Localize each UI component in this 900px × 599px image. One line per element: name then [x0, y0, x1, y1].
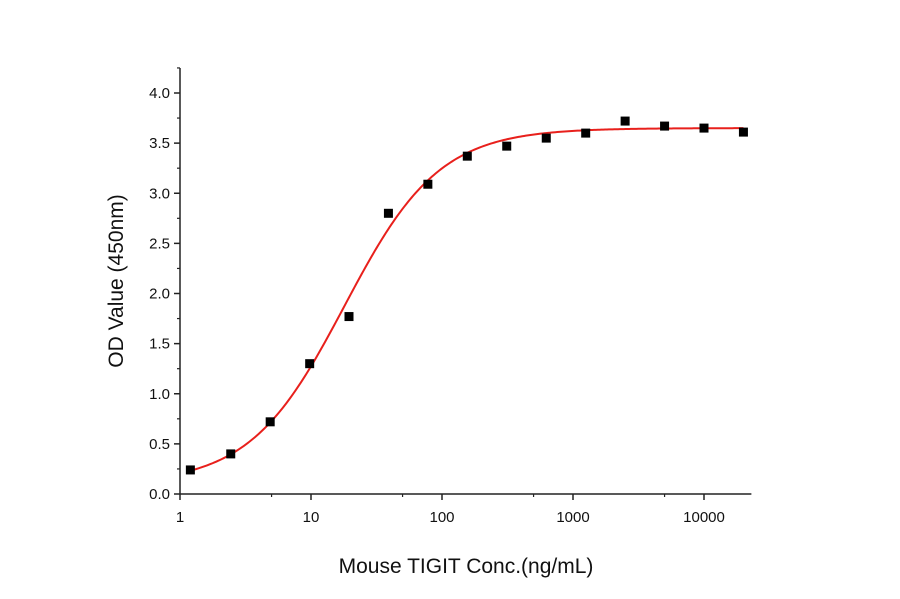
- tick-labels: 0.0 0.5 1.0 1.5 2.0 2.5 3.0 3.5 4.0 1 10 100 1000 100…: [149, 85, 725, 526]
- data-point: [502, 141, 512, 151]
- data-points: [185, 116, 748, 475]
- data-point: [383, 208, 393, 218]
- x-tick-label: 1: [176, 509, 184, 526]
- data-point: [581, 128, 591, 138]
- data-point: [738, 127, 748, 137]
- y-tick-label: 1.0: [149, 386, 170, 403]
- data-point: [620, 116, 630, 126]
- data-point: [185, 465, 195, 475]
- x-tick-label: 10: [303, 509, 320, 526]
- x-tick-label: 1000: [556, 509, 589, 526]
- data-point: [660, 121, 670, 131]
- y-tick-label: 3.0: [149, 185, 170, 202]
- y-tick-label: 0.5: [149, 436, 170, 453]
- data-point: [226, 449, 236, 459]
- axes: [174, 67, 752, 500]
- x-tick-label: 10000: [683, 509, 725, 526]
- y-tick-label: 2.5: [149, 235, 170, 252]
- data-point: [541, 133, 551, 143]
- data-point: [344, 312, 354, 322]
- y-tick-label: 1.5: [149, 336, 170, 353]
- data-point: [305, 359, 315, 369]
- data-point: [462, 151, 472, 161]
- y-tick-label: 0.0: [149, 486, 170, 503]
- y-tick-label: 2.0: [149, 286, 170, 303]
- x-axis-title: Mouse TIGIT Conc.(ng/mL): [339, 555, 594, 578]
- y-tick-label: 3.5: [149, 135, 170, 152]
- y-axis-title: OD Value (450nm): [105, 194, 128, 368]
- data-point: [423, 179, 433, 189]
- y-tick-label: 4.0: [149, 85, 170, 102]
- x-tick-label: 100: [429, 509, 454, 526]
- data-point: [265, 417, 275, 427]
- data-point: [699, 123, 709, 133]
